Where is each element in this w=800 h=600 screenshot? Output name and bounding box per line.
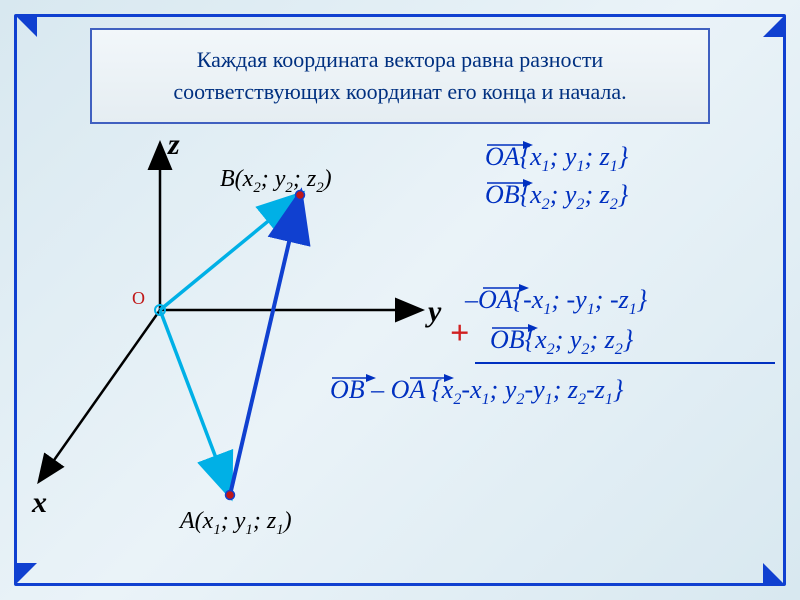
- axes-svg: [20, 130, 780, 570]
- diagram-canvas: z y x O B(x2; y2; z2) A(x1; y1; z1) OA{x…: [20, 130, 780, 570]
- corner-tr: [763, 15, 785, 37]
- point-A-label: A(x1; y1; z1): [180, 508, 292, 539]
- axis-x-label: x: [32, 486, 47, 520]
- title-line-1: Каждая координата вектора равна разности: [112, 44, 688, 76]
- corner-tl: [15, 15, 37, 37]
- title-line-2: соответствующих координат его конца и на…: [112, 76, 688, 108]
- formula-negOA: –OA{-x1; -y1; -z1}: [465, 285, 647, 319]
- fraction-line: [475, 362, 775, 364]
- formula-OB: OB{x2; y2; z2}: [485, 180, 628, 214]
- formula-OB2: OB{x2; y2; z2}: [490, 325, 633, 359]
- point-B-label: B(x2; y2; z2): [220, 166, 332, 197]
- formula-OA: OA{x1; y1; z1}: [485, 142, 628, 176]
- axis-z-label: z: [168, 128, 180, 162]
- plus-sign: +: [450, 315, 469, 353]
- axis-y-label: y: [428, 295, 441, 329]
- formula-result: OB – OA {x2-x1; y2-y1; z2-z1}: [330, 375, 623, 409]
- origin-label: O: [132, 288, 145, 309]
- title-box: Каждая координата вектора равна разности…: [90, 28, 710, 124]
